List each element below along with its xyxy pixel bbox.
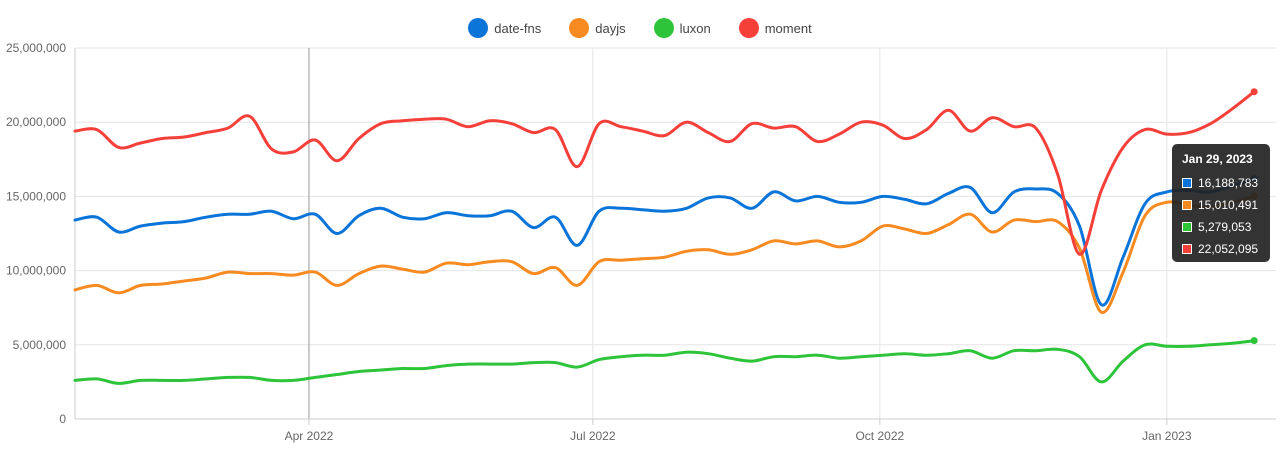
series-point-moment bbox=[1250, 88, 1258, 96]
tooltip-row-date-fns: 16,188,783 bbox=[1182, 172, 1270, 194]
tooltip-value-dayjs: 15,010,491 bbox=[1198, 198, 1259, 212]
tooltip-swatch-date-fns bbox=[1182, 178, 1192, 188]
legend-item-date-fns[interactable]: date-fns bbox=[468, 18, 541, 38]
y-tick-label: 20,000,000 bbox=[6, 115, 66, 129]
legend-swatch-moment bbox=[738, 18, 759, 38]
tooltip-value-luxon: 5,279,053 bbox=[1198, 220, 1252, 234]
tooltip-swatch-luxon bbox=[1182, 222, 1192, 232]
y-tick-label: 25,000,000 bbox=[6, 41, 66, 55]
legend-label-luxon: luxon bbox=[679, 20, 711, 36]
tooltip-row-luxon: 5,279,053 bbox=[1182, 216, 1270, 238]
series-line-moment bbox=[73, 90, 1256, 256]
legend-swatch-dayjs bbox=[569, 18, 590, 38]
x-tick-label: Oct 2022 bbox=[855, 429, 904, 443]
series-line-luxon bbox=[73, 339, 1256, 385]
x-tick-label: Jan 2023 bbox=[1142, 429, 1192, 443]
tooltip-value-date-fns: 16,188,783 bbox=[1198, 176, 1259, 190]
y-tick-label: 0 bbox=[59, 412, 66, 426]
series-line-date-fns bbox=[73, 177, 1256, 307]
legend-label-date-fns: date-fns bbox=[494, 20, 542, 36]
x-axis: Apr 2022 Jul 2022 Oct 2022 Jan 2023 bbox=[75, 418, 1276, 443]
y-tick-label: 5,000,000 bbox=[13, 338, 67, 352]
gridlines bbox=[75, 47, 1276, 420]
tooltip-row-moment: 22,052,095 bbox=[1182, 238, 1270, 260]
legend-swatch-date-fns bbox=[468, 18, 489, 38]
legend-label-moment: moment bbox=[764, 20, 812, 36]
y-tick-label: 10,000,000 bbox=[6, 264, 66, 278]
legend-item-moment[interactable]: moment bbox=[738, 18, 812, 38]
legend: date-fns dayjs luxon moment bbox=[0, 18, 1280, 38]
y-tick-label: 15,000,000 bbox=[6, 189, 66, 203]
hover-tooltip: Jan 29, 2023 16,188,783 15,010,491 5,279… bbox=[1172, 144, 1270, 262]
legend-item-dayjs[interactable]: dayjs bbox=[569, 18, 626, 38]
tooltip-swatch-dayjs bbox=[1182, 200, 1192, 210]
tooltip-swatch-moment bbox=[1182, 244, 1192, 254]
tooltip-date: Jan 29, 2023 bbox=[1182, 152, 1253, 166]
tooltip-value-moment: 22,052,095 bbox=[1198, 242, 1259, 256]
x-tick-label: Jul 2022 bbox=[570, 429, 616, 443]
y-axis: 0 5,000,000 10,000,000 15,000,000 20,000,000… bbox=[6, 41, 76, 426]
series-point-luxon bbox=[1250, 337, 1258, 345]
tooltip-row-dayjs: 15,010,491 bbox=[1182, 194, 1270, 216]
legend-swatch-luxon bbox=[653, 18, 674, 38]
series-line-dayjs bbox=[73, 194, 1256, 314]
legend-label-dayjs: dayjs bbox=[595, 20, 626, 36]
legend-item-luxon[interactable]: luxon bbox=[653, 18, 711, 38]
series-lines bbox=[73, 88, 1258, 385]
x-tick-label: Apr 2022 bbox=[285, 429, 334, 443]
